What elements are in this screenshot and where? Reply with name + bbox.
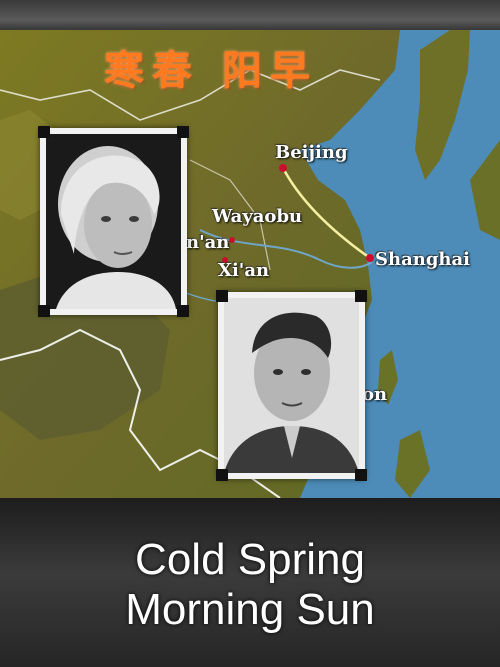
- city-dot-xian: [222, 257, 228, 263]
- photo-corner: [38, 126, 50, 138]
- city-label-xian: Xi'an: [218, 260, 270, 281]
- portrait-image-woman: [46, 134, 181, 309]
- city-label-wayaobu: Wayaobu: [212, 206, 303, 227]
- portrait-photo-man: [216, 290, 367, 481]
- photo-corner: [38, 305, 50, 317]
- title-line-1: Cold Spring: [135, 535, 365, 584]
- japan: [470, 140, 500, 240]
- route-line: [281, 167, 371, 260]
- city-label-partial: on: [362, 384, 388, 405]
- korea: [415, 30, 470, 180]
- city-dot-beijing: [279, 164, 287, 172]
- chinese-title: 寒春 阳早: [104, 47, 318, 94]
- photo-corner: [216, 290, 228, 302]
- poster-title: Cold Spring Morning Sun: [0, 535, 500, 635]
- bay: [300, 145, 345, 180]
- city-label-beijing: Beijing: [275, 142, 348, 163]
- city-dot-yanan: [229, 237, 235, 243]
- photo-corner: [177, 126, 189, 138]
- city-dot-shanghai: [366, 254, 374, 262]
- portrait-image-man: [224, 298, 359, 473]
- portrait-photo-woman: [38, 126, 189, 317]
- islands: [395, 430, 430, 498]
- photo-corner: [216, 469, 228, 481]
- city-label-yanan-partial: n'an: [186, 232, 230, 253]
- photo-corner: [355, 469, 367, 481]
- taiwan: [378, 350, 398, 405]
- photo-corner: [177, 305, 189, 317]
- city-label-shanghai: Shanghai: [375, 249, 471, 270]
- title-line-2: Morning Sun: [125, 585, 375, 634]
- photo-corner: [355, 290, 367, 302]
- border-line: [0, 69, 381, 121]
